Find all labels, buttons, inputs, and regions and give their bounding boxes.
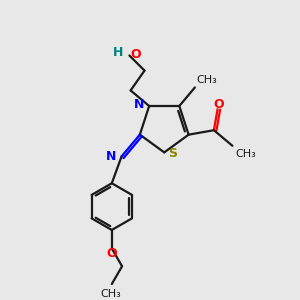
Text: CH₃: CH₃ [236,148,256,159]
Text: N: N [134,98,144,111]
Text: O: O [131,48,142,61]
Text: CH₃: CH₃ [196,76,217,85]
Text: O: O [106,247,117,260]
Text: CH₃: CH₃ [100,289,121,299]
Text: S: S [169,147,178,160]
Text: O: O [213,98,224,110]
Text: N: N [106,150,116,163]
Text: H: H [113,46,123,59]
